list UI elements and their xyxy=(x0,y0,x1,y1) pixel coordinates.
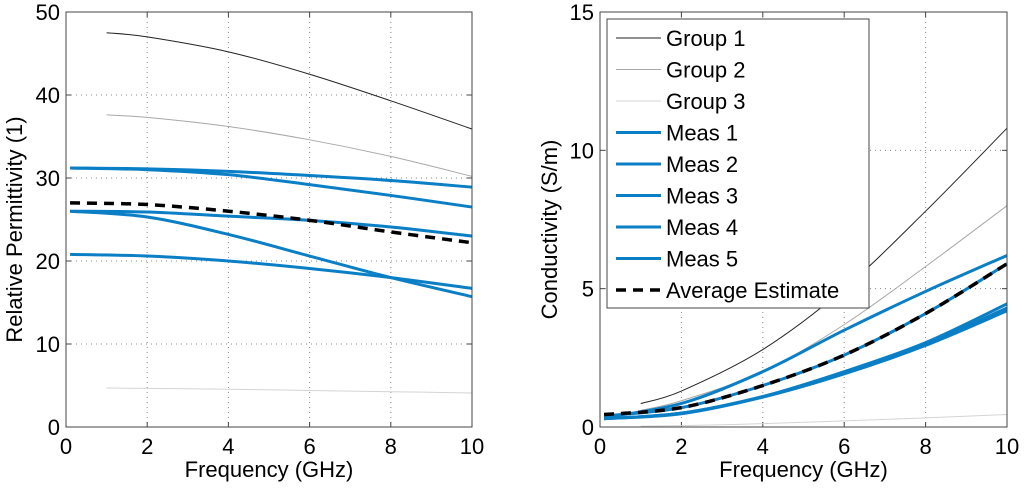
legend-item: Meas 1 xyxy=(616,121,738,146)
y-tick-label: 10 xyxy=(570,138,594,163)
chart-2: 0 2 4 6 8 10 0 5 10 15 Frequency (GHz) Conductivity… xyxy=(537,0,1019,482)
legend-label: Group 3 xyxy=(666,89,746,114)
series-m5 xyxy=(603,309,1008,421)
series-m5 xyxy=(70,252,473,290)
series-avg xyxy=(603,262,1008,417)
x-tick-label: 2 xyxy=(141,434,153,459)
y-tick-label: 15 xyxy=(570,0,594,25)
legend-label: Meas 3 xyxy=(666,184,738,209)
axes-frame xyxy=(65,11,473,428)
series-g3 xyxy=(640,414,1008,427)
x-tick-label: 8 xyxy=(919,434,931,459)
y-tick-label: 50 xyxy=(36,0,60,25)
x-tick-label: 6 xyxy=(303,434,315,459)
y-tick-label: 20 xyxy=(36,249,60,274)
legend-item: Group 3 xyxy=(616,89,746,114)
x-tick-label: 4 xyxy=(757,434,769,459)
y-tick-label: 10 xyxy=(36,332,60,357)
chart-1: 0 2 4 6 8 10 0 10 20 30 40 50 Frequency (GHz) Relativ… xyxy=(2,0,484,482)
series-g1 xyxy=(106,32,473,130)
y-tick-label: 30 xyxy=(36,166,60,191)
y-axis-label: Relative Permittivity (1) xyxy=(2,116,27,342)
x-tick-label: 10 xyxy=(460,434,484,459)
legend-item: Meas 3 xyxy=(616,184,738,209)
y-tick-label: 0 xyxy=(48,415,60,440)
legend-item: Meas 4 xyxy=(616,215,738,240)
x-tick-label: 8 xyxy=(385,434,397,459)
legend: Group 1 Group 2 Group 3 Meas 1 Meas 2 Meas 3 M… xyxy=(606,18,870,309)
legend-label: Group 1 xyxy=(666,26,746,51)
x-tick-label: 0 xyxy=(60,434,72,459)
legend-label: Meas 1 xyxy=(666,121,738,146)
y-tick-label: 5 xyxy=(582,277,594,302)
legend-label: Average Estimate xyxy=(666,278,839,303)
x-tick-label: 2 xyxy=(675,434,687,459)
y-axis-label: Conductivity (S/m) xyxy=(537,140,562,320)
series-m2 xyxy=(70,166,473,209)
series-g2 xyxy=(640,205,1008,411)
legend-label: Meas 2 xyxy=(666,152,738,177)
y-tick-label: 0 xyxy=(582,415,594,440)
x-axis-label: Frequency (GHz) xyxy=(719,457,888,482)
series-m1 xyxy=(603,254,1008,419)
legend-item: Group 1 xyxy=(616,26,746,51)
legend-item: Average Estimate xyxy=(616,278,839,303)
legend-item: Meas 5 xyxy=(616,247,738,272)
series-g3 xyxy=(106,387,473,394)
y-tick-label: 40 xyxy=(36,83,60,108)
series-g1 xyxy=(640,127,1008,404)
legend-label: Group 2 xyxy=(666,58,746,83)
legend-label: Meas 5 xyxy=(666,247,738,272)
legend-item: Group 2 xyxy=(616,58,746,83)
x-tick-label: 0 xyxy=(594,434,606,459)
legend-item: Meas 2 xyxy=(616,152,738,177)
x-tick-label: 10 xyxy=(995,434,1019,459)
series-avg xyxy=(70,201,473,245)
x-axis-label: Frequency (GHz) xyxy=(185,457,354,482)
x-tick-label: 6 xyxy=(838,434,850,459)
series-m3 xyxy=(70,209,473,238)
series-g2 xyxy=(106,114,473,177)
legend-label: Meas 4 xyxy=(666,215,738,240)
x-tick-label: 4 xyxy=(222,434,234,459)
axes-frame xyxy=(599,11,1008,428)
